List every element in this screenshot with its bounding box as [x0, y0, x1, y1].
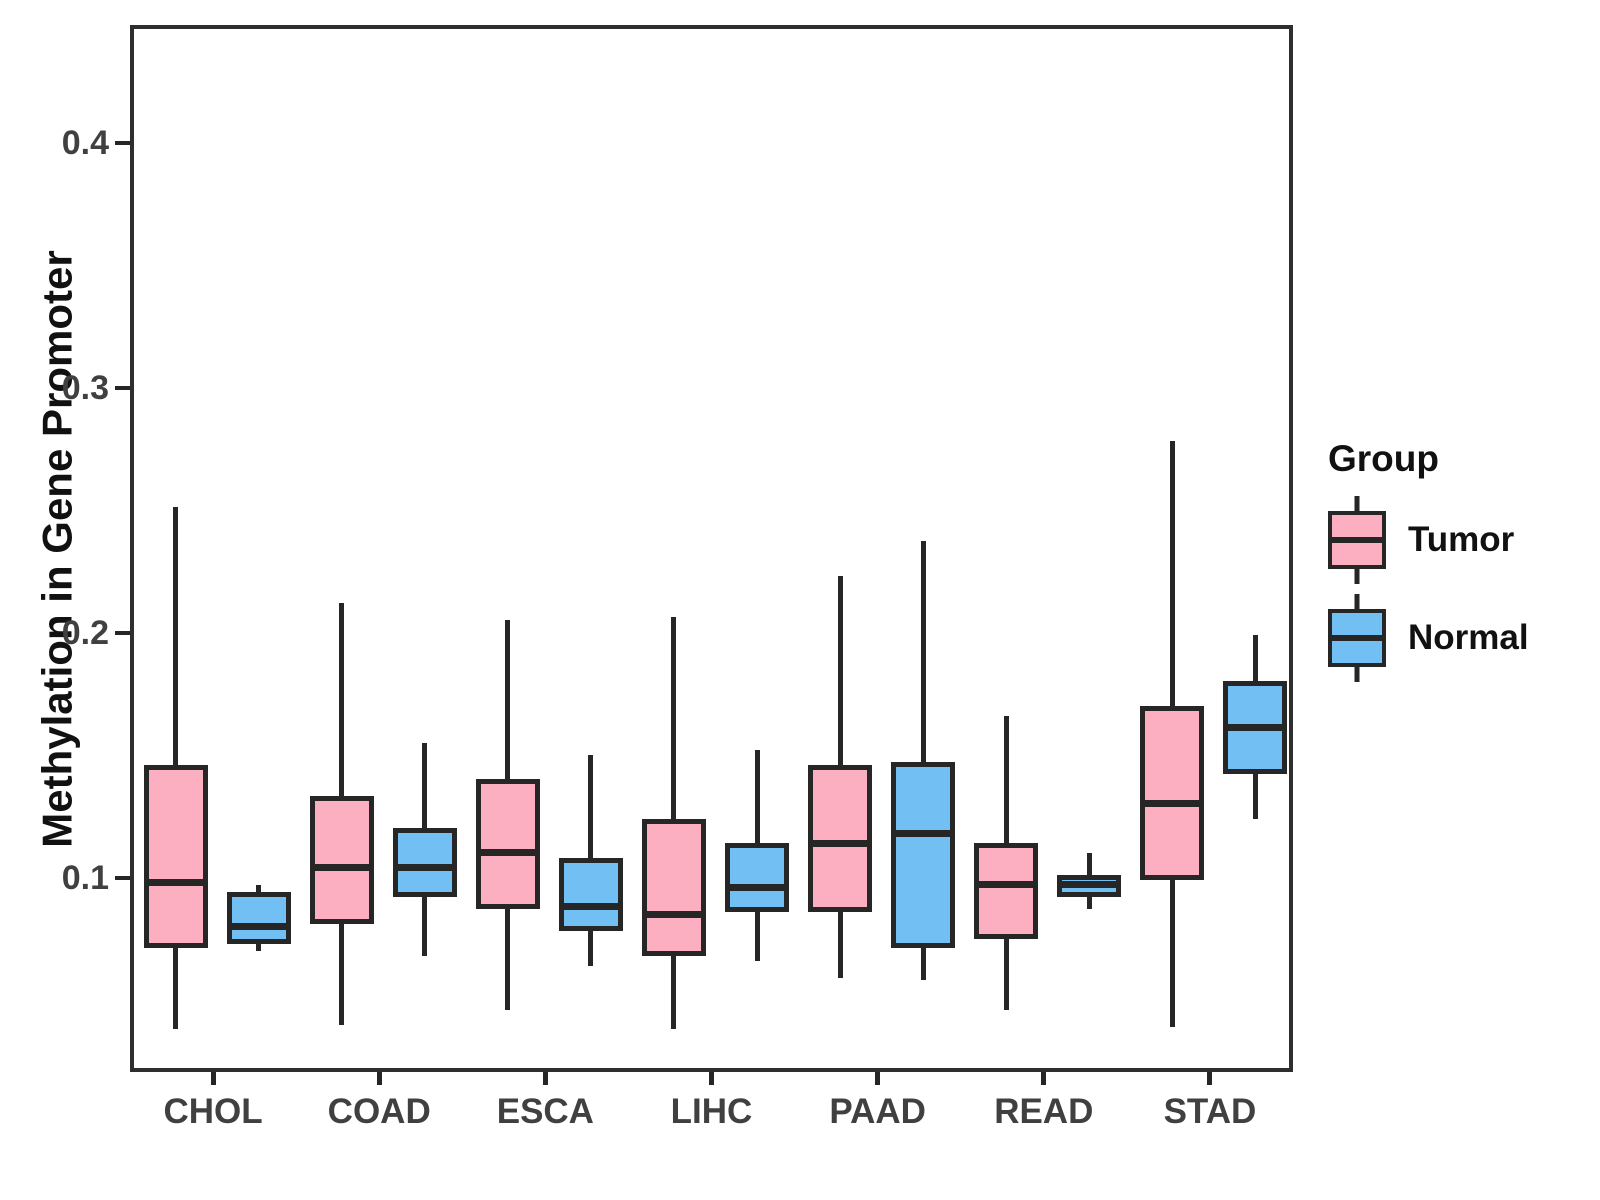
- y-tick-label: 0.1: [61, 859, 109, 898]
- x-tick-label-esca: ESCA: [496, 1092, 594, 1131]
- legend-label-tumor: Tumor: [1408, 520, 1515, 559]
- y-tick-mark: [115, 631, 130, 636]
- y-tick-label: 0.3: [61, 368, 109, 407]
- legend-label-normal: Normal: [1408, 618, 1529, 657]
- median-stad-normal: [1223, 724, 1288, 732]
- legend-item-normal: Normal: [1328, 594, 1529, 682]
- median-coad-normal: [392, 864, 457, 872]
- x-tick-mark: [875, 1072, 881, 1085]
- x-tick-label-lihc: LIHC: [670, 1092, 753, 1131]
- median-esca-tumor: [475, 849, 540, 857]
- median-chol-tumor: [143, 878, 208, 886]
- y-tick-mark: [115, 140, 130, 145]
- median-read-tumor: [974, 881, 1039, 889]
- x-tick-label-read: READ: [994, 1092, 1094, 1131]
- y-tick-mark: [115, 385, 130, 390]
- x-tick-label-coad: COAD: [327, 1092, 431, 1131]
- box-chol-tumor: [143, 764, 208, 949]
- x-tick-mark: [376, 1072, 382, 1085]
- boxplot-layer: [134, 29, 1289, 1068]
- x-tick-mark: [542, 1072, 548, 1085]
- median-read-normal: [1057, 881, 1122, 889]
- median-coad-tumor: [309, 864, 374, 872]
- box-paad-normal: [891, 762, 956, 949]
- y-tick-label: 0.4: [61, 123, 109, 162]
- x-tick-label-stad: STAD: [1163, 1092, 1257, 1131]
- legend-item-tumor: Tumor: [1328, 496, 1529, 584]
- plot-panel: [130, 25, 1293, 1072]
- y-tick-mark: [115, 876, 130, 881]
- y-axis-title: Methylation in Gene Promoter: [33, 250, 81, 848]
- box-esca-tumor: [475, 779, 540, 910]
- y-tick-label: 0.2: [61, 614, 109, 653]
- median-lihc-tumor: [641, 910, 706, 918]
- box-esca-normal: [558, 857, 623, 932]
- box-coad-normal: [392, 828, 457, 897]
- median-paad-normal: [891, 829, 956, 837]
- x-tick-label-chol: CHOL: [163, 1092, 263, 1131]
- x-tick-label-paad: PAAD: [829, 1092, 926, 1131]
- box-paad-tumor: [808, 764, 873, 912]
- median-lihc-normal: [725, 883, 790, 891]
- box-chol-normal: [226, 892, 291, 944]
- x-tick-mark: [709, 1072, 714, 1085]
- median-stad-tumor: [1140, 800, 1205, 808]
- median-paad-tumor: [808, 839, 873, 847]
- box-coad-tumor: [309, 796, 374, 924]
- boxplot-key-icon: [1328, 594, 1386, 682]
- box-read-tumor: [974, 843, 1039, 939]
- x-tick-mark: [210, 1072, 216, 1085]
- whisker-paad-normal: [920, 541, 926, 981]
- legend: Group Tumor Normal: [1328, 438, 1529, 682]
- median-esca-normal: [558, 903, 623, 911]
- legend-title: Group: [1328, 438, 1439, 479]
- x-tick-mark: [1041, 1072, 1047, 1085]
- box-stad-tumor: [1140, 705, 1205, 880]
- box-lihc-normal: [725, 843, 790, 912]
- boxplot-key-icon: [1328, 496, 1386, 584]
- box-lihc-tumor: [641, 818, 706, 956]
- x-tick-mark: [1207, 1072, 1213, 1085]
- median-chol-normal: [226, 922, 291, 930]
